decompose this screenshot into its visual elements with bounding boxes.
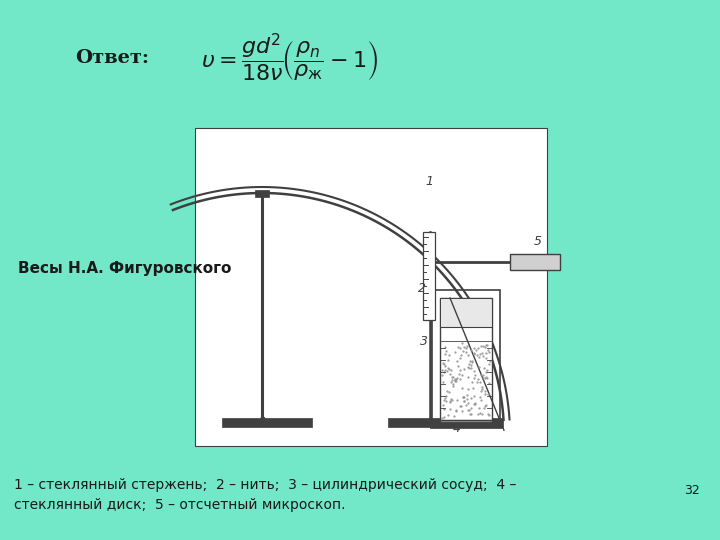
Bar bbox=[441, 299, 491, 327]
Text: 5: 5 bbox=[534, 235, 542, 248]
Bar bbox=[222, 418, 312, 427]
Text: Л: Л bbox=[257, 417, 264, 427]
Bar bbox=[423, 232, 435, 320]
Text: 32: 32 bbox=[684, 483, 700, 496]
Bar bbox=[440, 420, 492, 426]
Bar bbox=[255, 190, 269, 197]
Bar bbox=[432, 290, 500, 422]
Bar bbox=[195, 128, 547, 446]
Text: 3: 3 bbox=[420, 335, 428, 348]
Bar bbox=[510, 254, 560, 270]
Bar bbox=[440, 298, 492, 420]
Text: 1: 1 bbox=[425, 175, 433, 188]
Bar bbox=[388, 418, 503, 427]
Bar bbox=[430, 422, 502, 428]
Text: 4: 4 bbox=[453, 422, 461, 435]
Text: Ответ:: Ответ: bbox=[75, 49, 149, 67]
Text: $\upsilon = \dfrac{gd^2}{18\nu}\!\left(\dfrac{\rho_n}{\rho_{\mathregular{ж}}} - : $\upsilon = \dfrac{gd^2}{18\nu}\!\left(\… bbox=[202, 32, 379, 84]
Text: стеклянный диск;  5 – отсчетный микроскоп.: стеклянный диск; 5 – отсчетный микроскоп… bbox=[14, 498, 346, 512]
Text: 2: 2 bbox=[418, 282, 426, 295]
Text: 1 – стеклянный стержень;  2 – нить;  3 – цилиндрический сосуд;  4 –: 1 – стеклянный стержень; 2 – нить; 3 – ц… bbox=[14, 478, 516, 492]
Text: Весы Н.А. Фигуровского: Весы Н.А. Фигуровского bbox=[18, 260, 231, 275]
